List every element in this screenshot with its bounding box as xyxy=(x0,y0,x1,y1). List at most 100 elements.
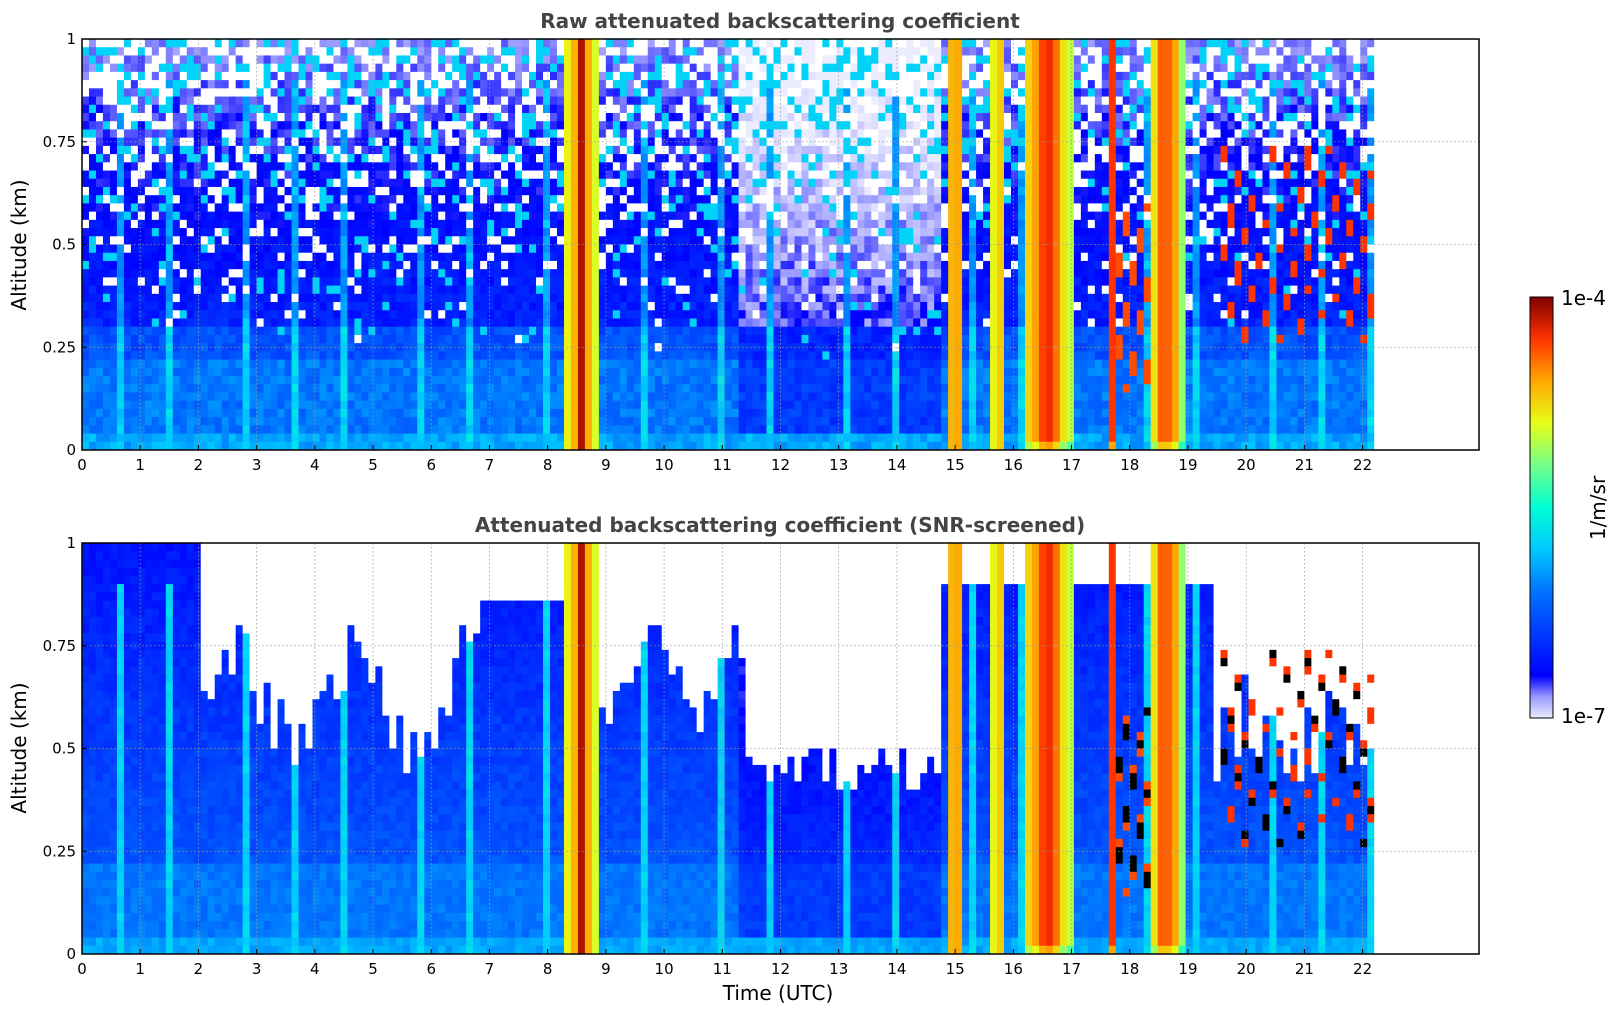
heatmap-cell xyxy=(487,334,495,344)
heatmap-cell xyxy=(242,211,251,221)
heatmap-cell xyxy=(137,293,146,303)
heatmap-cell xyxy=(221,252,230,262)
heatmap-cell xyxy=(473,293,481,303)
heatmap-cell xyxy=(738,326,747,336)
heatmap-cell xyxy=(598,162,607,172)
heatmap-cell xyxy=(396,236,404,246)
heatmap-cell xyxy=(612,293,621,303)
heatmap-cell xyxy=(584,219,593,229)
heatmap-cell xyxy=(354,63,362,73)
heatmap-cell xyxy=(724,178,733,188)
heatmap-cell xyxy=(207,351,216,361)
heatmap-cell xyxy=(242,277,251,287)
heatmap-cell xyxy=(270,39,279,48)
heatmap-cell xyxy=(577,334,586,344)
heatmap-cell xyxy=(459,384,467,394)
heatmap-cell xyxy=(536,343,544,352)
heatmap-cell xyxy=(144,63,153,73)
heatmap-cell xyxy=(200,359,209,369)
heatmap-cell xyxy=(745,104,754,114)
heatmap-cell xyxy=(116,162,125,172)
heatmap-cell xyxy=(577,326,586,336)
heatmap-cell xyxy=(368,55,376,65)
heatmap-cell xyxy=(151,39,160,48)
heatmap-cell xyxy=(529,302,537,311)
heatmap-cell xyxy=(717,408,726,418)
heatmap-cell xyxy=(619,433,628,443)
heatmap-cell xyxy=(501,63,509,73)
heatmap-cell xyxy=(389,186,397,196)
heatmap-cell xyxy=(508,384,516,394)
heatmap-cell xyxy=(186,318,195,328)
heatmap-cell xyxy=(319,417,328,426)
heatmap-cell xyxy=(710,129,719,139)
heatmap-cell xyxy=(340,417,349,426)
heatmap-cell xyxy=(556,71,565,81)
heatmap-cell xyxy=(424,80,432,89)
heatmap-cell xyxy=(417,343,425,352)
heatmap-cell xyxy=(109,145,118,155)
heatmap-cell xyxy=(123,178,132,188)
heatmap-cell xyxy=(487,211,495,221)
heatmap-cell xyxy=(137,145,146,155)
heatmap-cell xyxy=(424,417,432,426)
heatmap-cell xyxy=(466,285,474,295)
heatmap-cell xyxy=(501,162,509,172)
heatmap-cell xyxy=(431,170,439,180)
heatmap-cell xyxy=(501,80,509,89)
heatmap-cell xyxy=(556,39,565,48)
heatmap-cell xyxy=(752,137,761,147)
heatmap-cell xyxy=(445,219,453,229)
heatmap-cell xyxy=(508,88,516,98)
heatmap-cell xyxy=(543,400,551,410)
heatmap-cell xyxy=(88,195,97,204)
heatmap-cell xyxy=(438,376,446,385)
heatmap-cell xyxy=(284,211,293,221)
heatmap-cell xyxy=(543,433,551,443)
heatmap-cell xyxy=(151,170,160,180)
heatmap-cell xyxy=(200,417,209,426)
heatmap-cell xyxy=(626,145,635,155)
heatmap-cell xyxy=(242,252,251,262)
heatmap-cell xyxy=(445,359,453,369)
heatmap-cell xyxy=(438,425,446,435)
heatmap-cell xyxy=(501,88,509,98)
heatmap-cell xyxy=(584,178,593,188)
heatmap-cell xyxy=(759,71,768,81)
heatmap-cell xyxy=(410,55,418,65)
heatmap-cell xyxy=(417,145,425,155)
heatmap-cell xyxy=(277,441,286,450)
heatmap-cell xyxy=(584,170,593,180)
heatmap-cell xyxy=(242,47,251,57)
heatmap-cell xyxy=(591,170,600,180)
heatmap-cell xyxy=(193,228,202,237)
heatmap-cell xyxy=(361,112,369,122)
heatmap-cell xyxy=(773,39,782,48)
heatmap-cell xyxy=(556,47,565,57)
heatmap-cell xyxy=(487,104,495,114)
heatmap-cell xyxy=(228,384,237,394)
heatmap-cell xyxy=(165,376,174,385)
heatmap-cell xyxy=(235,326,244,336)
heatmap-cell xyxy=(249,145,258,155)
heatmap-cell xyxy=(675,203,684,213)
heatmap-cell xyxy=(95,121,104,131)
heatmap-cell xyxy=(710,384,719,394)
heatmap-cell xyxy=(647,162,656,172)
heatmap-cell xyxy=(95,334,104,344)
heatmap-cell xyxy=(417,186,425,196)
heatmap-cell xyxy=(766,384,775,394)
heatmap-cell xyxy=(626,376,635,385)
heatmap-cell xyxy=(375,129,383,139)
heatmap-cell xyxy=(473,441,481,450)
heatmap-cell xyxy=(452,310,460,320)
heatmap-cell xyxy=(682,359,691,369)
heatmap-cell xyxy=(109,302,118,311)
heatmap-cell xyxy=(95,260,104,270)
heatmap-cell xyxy=(731,104,740,114)
heatmap-cell xyxy=(619,178,628,188)
heatmap-cell xyxy=(389,47,397,57)
heatmap-cell xyxy=(640,376,649,385)
heatmap-cell xyxy=(710,293,719,303)
heatmap-cell xyxy=(270,367,279,377)
